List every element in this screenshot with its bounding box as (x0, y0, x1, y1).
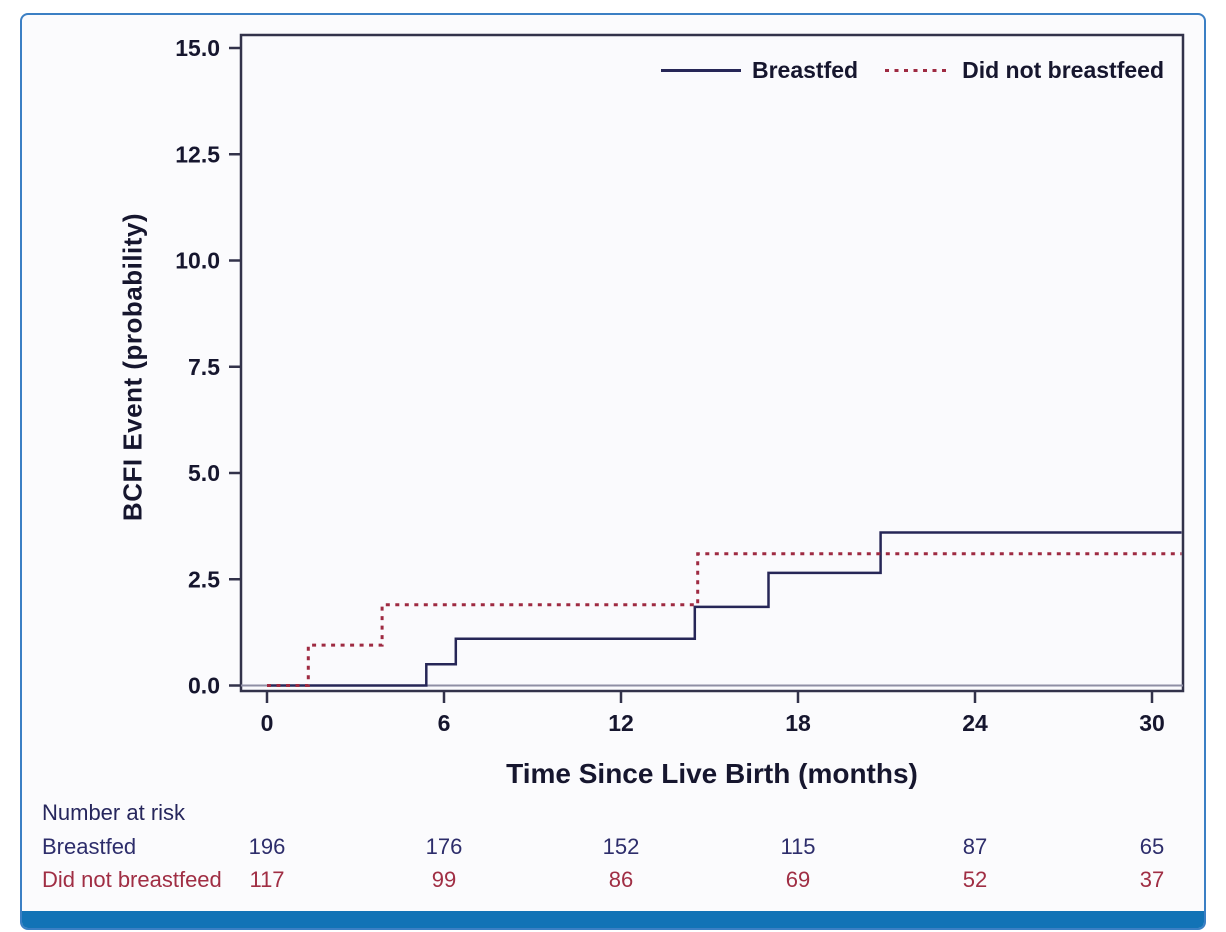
legend-label-breastfed: Breastfed (751, 56, 859, 83)
risk-value: 86 (608, 867, 634, 892)
y-tick-label: 5.0 (188, 460, 220, 486)
y-tick-label: 10.0 (175, 248, 220, 274)
risk-row-did-not-breastfeed: Did not breastfeed 117 99 86 69 52 37 (0, 867, 1226, 893)
x-axis-title: Time Since Live Birth (months) (506, 758, 918, 789)
x-tick-label: 18 (785, 710, 811, 736)
series-did-not-breastfeed (267, 552, 1182, 687)
x-tick-label: 12 (608, 710, 634, 736)
y-axis-title: BCFI Event (probability) (117, 212, 148, 522)
x-tick-label: 0 (261, 710, 274, 736)
legend-solid-line-icon (660, 68, 741, 72)
risk-value: 52 (962, 867, 988, 892)
risk-value: 69 (785, 867, 811, 892)
y-tick-label: 2.5 (188, 566, 220, 592)
series-breastfed (267, 531, 1182, 687)
bottom-accent-bar (22, 911, 1204, 928)
risk-row-label: Breastfed (42, 834, 137, 859)
legend-dotted-line-icon (885, 68, 952, 72)
risk-value: 65 (1139, 834, 1165, 859)
y-tick-label: 15.0 (175, 35, 220, 61)
y-tick-label: 0.0 (188, 673, 220, 699)
risk-row-breastfed: Breastfed 196 176 152 115 87 65 (0, 834, 1226, 860)
risk-value: 115 (780, 834, 816, 859)
risk-value: 37 (1139, 867, 1165, 892)
risk-value: 99 (431, 867, 457, 892)
y-tick-label: 7.5 (188, 354, 220, 380)
risk-value: 117 (249, 867, 285, 892)
plot-frame (239, 33, 1185, 693)
risk-table-title: Number at risk (42, 800, 186, 825)
risk-value: 196 (248, 834, 286, 859)
risk-row-label: Did not breastfeed (42, 867, 222, 892)
y-tick-label: 12.5 (175, 141, 220, 167)
legend-label-did-not-breastfeed: Did not breastfeed (962, 56, 1164, 83)
x-tick-label: 6 (438, 710, 451, 736)
legend: Breastfed Did not breastfeed (660, 56, 1164, 84)
x-tick-label: 24 (962, 710, 988, 736)
risk-value: 87 (962, 834, 988, 859)
risk-value: 176 (425, 834, 463, 859)
x-tick-label: 30 (1139, 710, 1165, 736)
risk-value: 152 (602, 834, 640, 859)
